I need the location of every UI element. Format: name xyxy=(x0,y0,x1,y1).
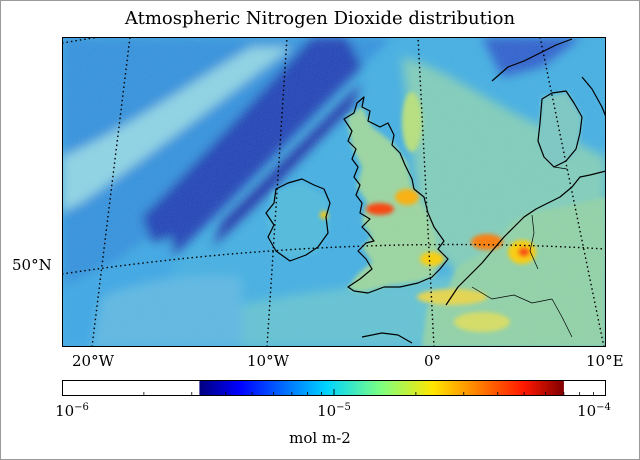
colorbar-outline xyxy=(62,380,606,396)
ireland-coast xyxy=(265,178,331,262)
meridian-10e xyxy=(539,37,605,347)
border-de-fr xyxy=(551,298,573,338)
brittany-coast xyxy=(361,332,413,344)
lon-label-20w: 20°W xyxy=(72,352,115,370)
coastlines xyxy=(265,38,606,344)
colorbar-fill xyxy=(199,380,564,396)
colorbar-minor-ticks xyxy=(62,389,606,396)
map-border xyxy=(62,37,606,347)
great-britain-coast xyxy=(343,96,449,294)
border-de-dk xyxy=(553,166,568,170)
colorbar xyxy=(62,380,606,396)
lon-label-0: 0° xyxy=(424,352,442,370)
lon-label-10w: 10°W xyxy=(247,352,290,370)
border-be-fr xyxy=(471,286,553,304)
border-nl-de xyxy=(529,214,539,270)
colorbar-tick-label-2: 10−4 xyxy=(577,402,611,420)
map-panel xyxy=(62,37,606,347)
continent-coast xyxy=(445,170,606,306)
graticule xyxy=(62,37,606,347)
colorbar-tick-label-0: 10−6 xyxy=(55,402,89,420)
lat-label-50n: 50°N xyxy=(12,256,52,274)
sweden-coast xyxy=(581,76,606,118)
lon-label-10e: 10°E xyxy=(586,352,624,370)
denmark-coast xyxy=(537,90,583,168)
colorbar-svg xyxy=(62,380,606,396)
no2-map xyxy=(62,37,606,347)
retrieval-noise xyxy=(62,37,606,347)
map-title: Atmospheric Nitrogen Dioxide distributio… xyxy=(124,8,516,29)
norway-coast xyxy=(491,38,573,82)
colorbar-units: mol m-2 xyxy=(289,429,351,447)
colorbar-tick-label-1: 10−5 xyxy=(317,402,351,420)
country-borders xyxy=(471,166,573,338)
